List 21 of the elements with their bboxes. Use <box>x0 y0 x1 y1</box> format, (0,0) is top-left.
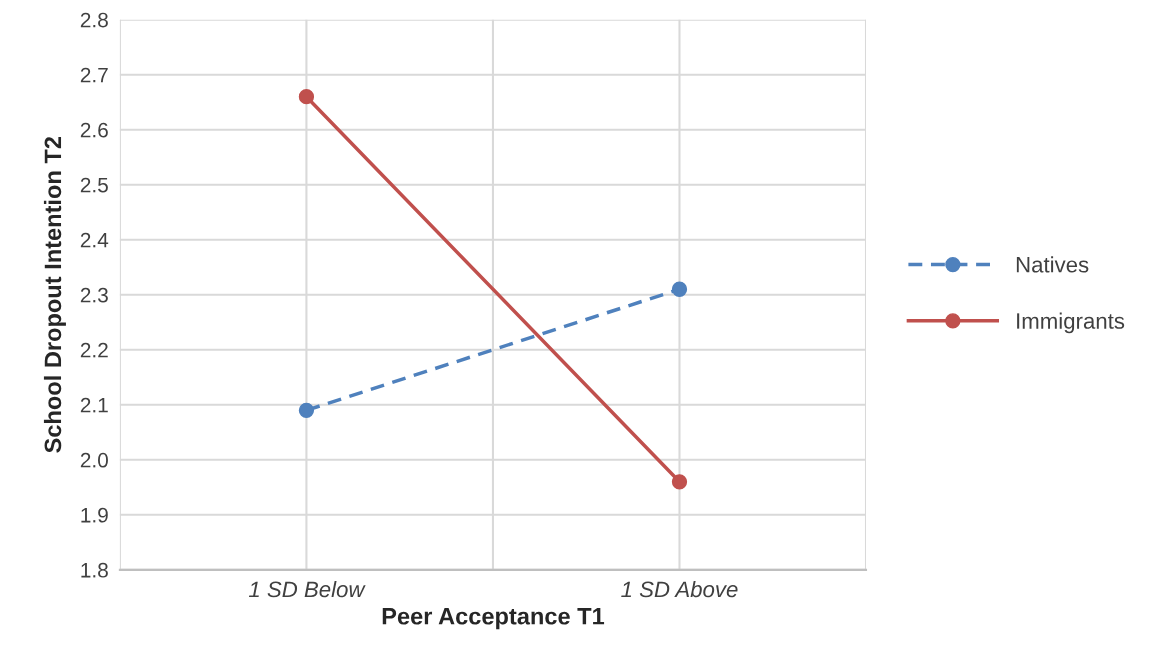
legend-label: Natives <box>1016 256 1089 273</box>
y-tick-label: 2.8 <box>80 12 108 28</box>
y-tick-label: 1.8 <box>81 562 108 578</box>
y-tick-label: 2.5 <box>80 177 108 193</box>
legend-label: Immigrants <box>1017 312 1125 334</box>
point <box>671 281 688 297</box>
y-tick-label: 2.2 <box>80 342 108 358</box>
point <box>671 474 688 490</box>
y-tick-label: 2.4 <box>80 232 109 248</box>
y-tick-label: 2.1 <box>80 397 108 413</box>
point <box>298 89 315 105</box>
x-axis-title: Peer Acceptance T1 <box>382 608 605 630</box>
y-tick-label: 2.3 <box>80 287 108 303</box>
y-axis-title: School Dropout Intention T2 <box>43 136 66 453</box>
x-tick-label: 1 SD Below <box>248 580 366 598</box>
point <box>298 402 315 418</box>
y-tick-label: 2.7 <box>80 67 108 83</box>
x-tick-label: 1 SD Above <box>621 580 738 598</box>
y-tick-label: 1.9 <box>81 507 108 523</box>
y-tick-label: 2.6 <box>80 122 108 138</box>
y-tick-label: 2.0 <box>80 452 108 468</box>
